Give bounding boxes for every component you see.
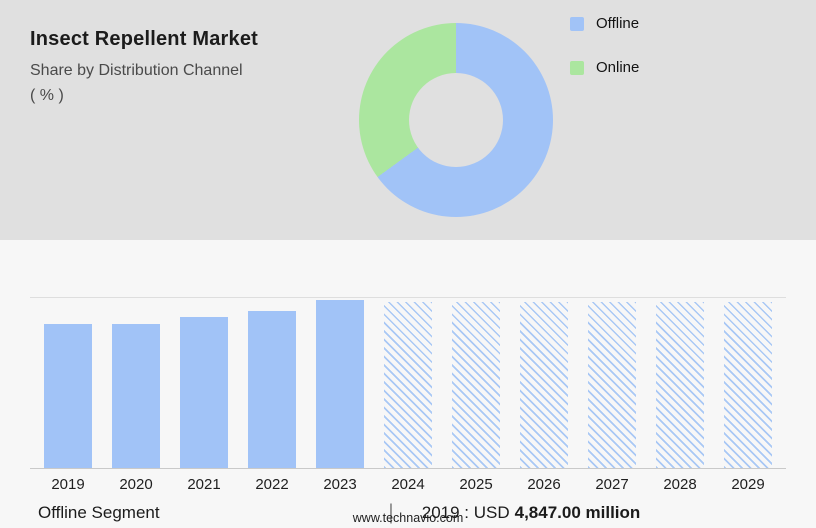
subtitle: Share by Distribution Channel xyxy=(30,62,243,79)
caption-row: Offline Segment | 2019 : USD 4,847.00 mil… xyxy=(38,502,772,523)
donut-chart xyxy=(359,23,553,217)
legend-item-online: Online xyxy=(570,59,639,76)
value-prefix: 2019 : USD xyxy=(421,502,510,522)
year-label-2029: 2029 xyxy=(731,476,765,493)
bar-2024-forecast xyxy=(384,302,432,468)
year-label-2024: 2024 xyxy=(391,476,425,493)
legend-label: Online xyxy=(596,59,640,76)
year-label-2025: 2025 xyxy=(459,476,493,493)
bar-2020 xyxy=(112,324,160,468)
unit-label: ( % ) xyxy=(30,87,64,104)
value-bold: 4,847.00 million xyxy=(514,502,641,522)
year-label-2019: 2019 xyxy=(51,476,85,493)
bar-2022 xyxy=(248,311,296,468)
year-label-2027: 2027 xyxy=(595,476,629,493)
legend-swatch-online xyxy=(570,60,584,75)
segment-label: Offline Segment xyxy=(38,502,160,522)
legend-label: Offline xyxy=(596,15,640,32)
bar-2019 xyxy=(44,323,92,468)
year-label-2026: 2026 xyxy=(527,476,561,493)
year-label-2028: 2028 xyxy=(663,476,697,493)
caption-separator: | xyxy=(388,501,394,524)
bar-section: 2019 2020 2021 2022 2023 2024 2025 2026 2027 2028… xyxy=(0,240,816,528)
page-title: Insect Repellent Market xyxy=(30,28,259,50)
bar-2025-forecast xyxy=(452,302,500,468)
bar-2029-forecast xyxy=(724,302,772,468)
value-callout: 2019 : USD 4,847.00 million xyxy=(394,503,772,523)
legend-swatch-offline xyxy=(570,16,584,31)
year-label-2022: 2022 xyxy=(255,476,289,493)
title-block: Insect Repellent Market Share by Distrib… xyxy=(30,28,258,112)
website-label: www.technavio.com xyxy=(352,511,464,525)
year-label-2023: 2023 xyxy=(323,476,357,493)
legend-item-offline: Offline xyxy=(570,15,639,32)
bars xyxy=(30,298,786,468)
bar-2026-forecast xyxy=(520,302,568,468)
top-section: Insect Repellent Market Share by Distrib… xyxy=(0,0,816,240)
donut-legend: Offline Online xyxy=(570,15,639,103)
year-label-2021: 2021 xyxy=(187,476,221,493)
bar-chart xyxy=(30,297,786,469)
bar-2021 xyxy=(180,317,228,468)
year-label-2020: 2020 xyxy=(119,476,153,493)
year-axis: 2019 2020 2021 2022 2023 2024 2025 2026 2027 2028… xyxy=(30,476,786,493)
bar-2023 xyxy=(316,300,364,468)
bar-2028-forecast xyxy=(656,302,704,468)
bar-2027-forecast xyxy=(588,302,636,468)
donut-hole xyxy=(409,73,503,167)
